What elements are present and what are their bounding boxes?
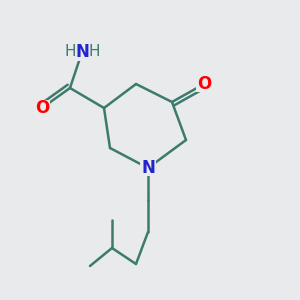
Bar xyxy=(60,43,104,61)
Text: N: N xyxy=(75,43,89,61)
Text: O: O xyxy=(197,75,211,93)
Bar xyxy=(34,100,50,116)
Text: H: H xyxy=(64,44,76,59)
Bar xyxy=(140,160,156,176)
Text: H: H xyxy=(88,44,100,59)
Text: N: N xyxy=(141,159,155,177)
Bar xyxy=(196,76,212,92)
Text: O: O xyxy=(35,99,49,117)
